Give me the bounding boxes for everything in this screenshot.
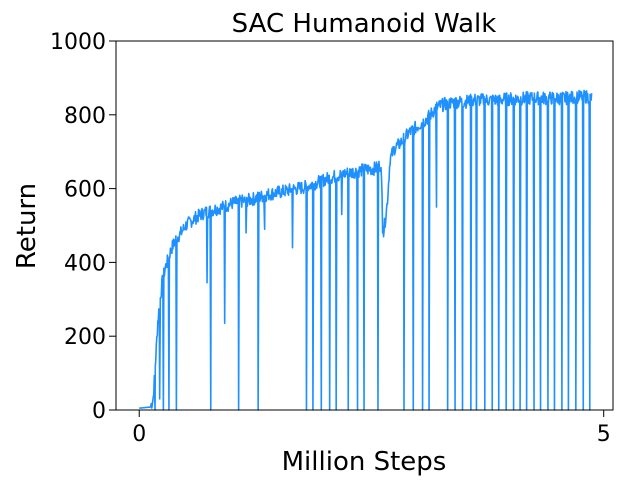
y-tick-label: 600 xyxy=(64,178,106,203)
x-tick-label: 0 xyxy=(132,422,146,447)
y-tick-label: 400 xyxy=(64,251,106,276)
plot-area xyxy=(115,40,614,411)
y-tick-label: 200 xyxy=(64,325,106,350)
y-axis-label: Return xyxy=(12,183,42,269)
plot-frame xyxy=(115,40,614,411)
y-tick-label: 800 xyxy=(64,104,106,129)
x-axis-label: Million Steps xyxy=(282,447,447,477)
y-tick-label: 1000 xyxy=(50,30,106,55)
y-tick-label: 0 xyxy=(92,399,106,424)
x-tick-label: 5 xyxy=(597,422,611,447)
series-line xyxy=(138,89,593,411)
y-axis-ticks: 0 200 400 600 800 1000 xyxy=(50,30,116,424)
series-layer xyxy=(138,89,593,411)
chart-title: SAC Humanoid Walk xyxy=(232,9,497,39)
